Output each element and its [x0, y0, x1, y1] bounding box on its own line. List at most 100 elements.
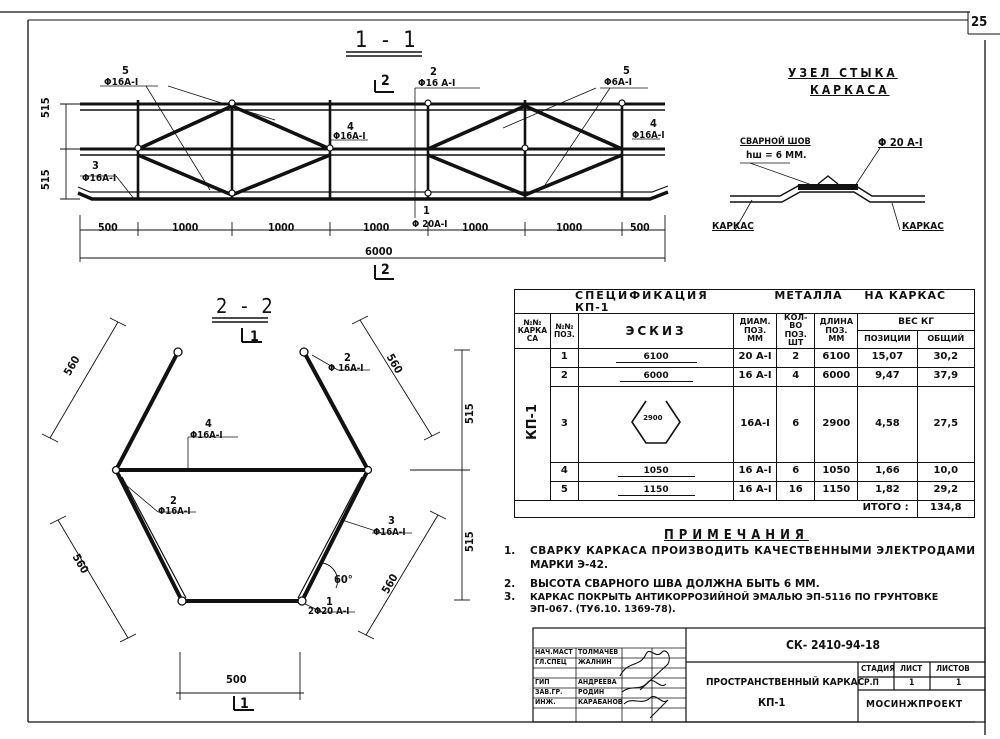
- note-2-number: 2.: [504, 578, 516, 590]
- row-weight-pos: 9,47: [857, 366, 918, 387]
- callout-pos4-right-num: 4: [650, 117, 657, 130]
- node-detail-drawing: [730, 147, 925, 231]
- node-frame-right: КАРКАС: [902, 221, 944, 232]
- hex-pos3-spec: Φ16А-I: [373, 527, 406, 538]
- row-diam: 16А-I: [733, 385, 777, 463]
- spec-row: 4 1050 16 А-I 6 1050 1,66 10,0: [515, 461, 976, 482]
- hex-sketch-icon: 2900: [626, 397, 686, 447]
- row-weight-total: 27,5: [916, 385, 976, 463]
- row-diam: 16 А-I: [733, 366, 777, 387]
- dim-segment: 500: [98, 222, 118, 234]
- spec-table: СПЕЦИФИКАЦИЯ МЕТАЛЛА НА КАРКАС КП-1 №№ К…: [514, 288, 976, 518]
- stage-header: СТАДИЯ: [861, 664, 895, 673]
- row-pos: 4: [549, 461, 579, 482]
- sketch-label: 6000: [619, 371, 693, 383]
- person-name: РОДИН: [578, 688, 605, 696]
- hdr-pos-no: №№ ПОЗ.: [549, 313, 579, 349]
- person-name: АНДРЕЕВА: [578, 678, 617, 686]
- hex-pos2-top-num: 2: [344, 351, 351, 364]
- hdr-length: ДЛИНА ПОЗ. ММ: [814, 313, 859, 349]
- callout-pos3-spec: Φ16А-I: [82, 173, 117, 184]
- spec-title-left: СПЕЦИФИКАЦИЯ: [575, 289, 709, 302]
- hexagon-section: [41, 315, 470, 711]
- sheets-value: 1: [956, 678, 962, 688]
- section-2-2-cut-top: 1: [250, 329, 259, 345]
- section-2-2-title: 2 - 2: [216, 294, 277, 318]
- dim-segment: 1000: [172, 222, 199, 234]
- callout-pos4-mid-spec: Φ16А-I: [333, 131, 366, 142]
- row-qty: 16: [775, 480, 816, 501]
- callout-pos5-right-num: 5: [623, 64, 630, 77]
- row-weight-total: 37,9: [916, 366, 976, 387]
- dim-hex-right-upper: 515: [463, 403, 476, 424]
- row-diam: 20 А-I: [733, 347, 777, 368]
- role: ГИП: [535, 678, 550, 686]
- hex-pos2-left-num: 2: [170, 494, 177, 507]
- row-qty: 6: [775, 461, 816, 482]
- sketch-label: 2900: [643, 414, 663, 423]
- notes-block: 1. СВАРКУ КАРКАСА ПРОИЗВОДИТЬ КАЧЕСТВЕНН…: [504, 545, 976, 625]
- sheet-value: 1: [909, 678, 915, 688]
- node-frame-left: КАРКАС: [712, 221, 754, 232]
- row-weight-total: 10,0: [916, 461, 976, 482]
- row-sketch: 6000: [577, 366, 735, 387]
- hdr-diam: ДИАМ. ПОЗ. ММ: [733, 313, 777, 349]
- row-weight-pos: 15,07: [857, 347, 918, 368]
- hex-pos1-spec: 2Φ20 А-I: [308, 606, 350, 617]
- note-2-line1: ВЫСОТА СВАРНОГО ШВА ДОЛЖНА БЫТЬ 6 ММ.: [530, 578, 820, 590]
- row-length: 6100: [814, 347, 859, 368]
- organization: МОСИНЖПРОЕКТ: [866, 699, 963, 710]
- hex-pos1-num: 1: [326, 595, 333, 608]
- hex-pos4-spec: Φ16А-I: [190, 430, 223, 441]
- callout-pos5-right-spec: Φ6А-I: [604, 77, 632, 88]
- frame-name-cell: КП-1: [514, 347, 551, 501]
- node-bar-spec: Φ 20 А-I: [878, 136, 923, 149]
- hdr-weight: ВЕС КГ: [857, 313, 975, 332]
- hex-angle: 60°: [334, 573, 353, 586]
- row-qty: 2: [775, 347, 816, 368]
- title-block-frame: [532, 627, 986, 723]
- spec-title-right: НА КАРКАС КП-1: [575, 289, 947, 314]
- hex-pos4-num: 4: [205, 417, 212, 430]
- callout-pos5-left-spec: Φ16А-I: [104, 77, 139, 88]
- callout-pos4-right-spec: Φ16А-I: [632, 130, 665, 141]
- callout-pos2-top-spec: Φ16 А-I: [418, 78, 456, 89]
- row-sketch: 1150: [577, 480, 735, 501]
- dim-hex-bottom: 500: [226, 673, 247, 686]
- spec-row: 2 6000 16 А-I 4 6000 9,47 37,9: [515, 366, 976, 387]
- row-weight-total: 29,2: [916, 480, 976, 501]
- row-pos: 5: [549, 480, 579, 501]
- hdr-weight-pos: ПОЗИЦИИ: [857, 330, 918, 349]
- stage-value: Р.П: [864, 678, 879, 688]
- total-value: 134,8: [916, 499, 976, 518]
- section-1-1-title: 1 - 1: [355, 28, 420, 53]
- note-3-number: 3.: [504, 591, 516, 603]
- note-1-line1: СВАРКУ КАРКАСА ПРОИЗВОДИТЬ КАЧЕСТВЕННЫМИ…: [530, 545, 976, 557]
- hex-pos3-num: 3: [388, 514, 395, 527]
- dim-vertical-lower: 515: [39, 169, 52, 190]
- hdr-frame-no: №№ КАРКА СА: [514, 313, 551, 349]
- hex-pos2-left-spec: Φ16А-I: [158, 506, 191, 517]
- drawing-title-line2: КП-1: [758, 696, 786, 709]
- row-qty: 4: [775, 366, 816, 387]
- section-1-1-cut-top: 2: [381, 73, 390, 89]
- callout-pos4-mid-num: 4: [347, 120, 354, 133]
- row-weight-total: 30,2: [916, 347, 976, 368]
- row-weight-pos: 1,82: [857, 480, 918, 501]
- role: ГЛ.СПЕЦ: [535, 658, 567, 666]
- callout-pos5-left-num: 5: [122, 64, 129, 77]
- person-name: ТОЛМАЧЕВ: [578, 648, 619, 656]
- dim-segment: 1000: [268, 222, 295, 234]
- dim-hex-right-lower: 515: [463, 531, 476, 552]
- hdr-sketch: ЭСКИЗ: [577, 313, 735, 349]
- dim-segment: 500: [630, 222, 650, 234]
- row-length: 2900: [814, 385, 859, 463]
- sheet-header: ЛИСТ: [900, 664, 923, 673]
- node-title-line2: КАРКАСА: [810, 83, 890, 97]
- weld-label-line2: hш = 6 ММ.: [746, 150, 807, 161]
- row-sketch: 6100: [577, 347, 735, 368]
- section-2-2-cut-bottom: 1: [240, 696, 249, 712]
- row-pos: 3: [549, 385, 579, 463]
- row-pos: 1: [549, 347, 579, 368]
